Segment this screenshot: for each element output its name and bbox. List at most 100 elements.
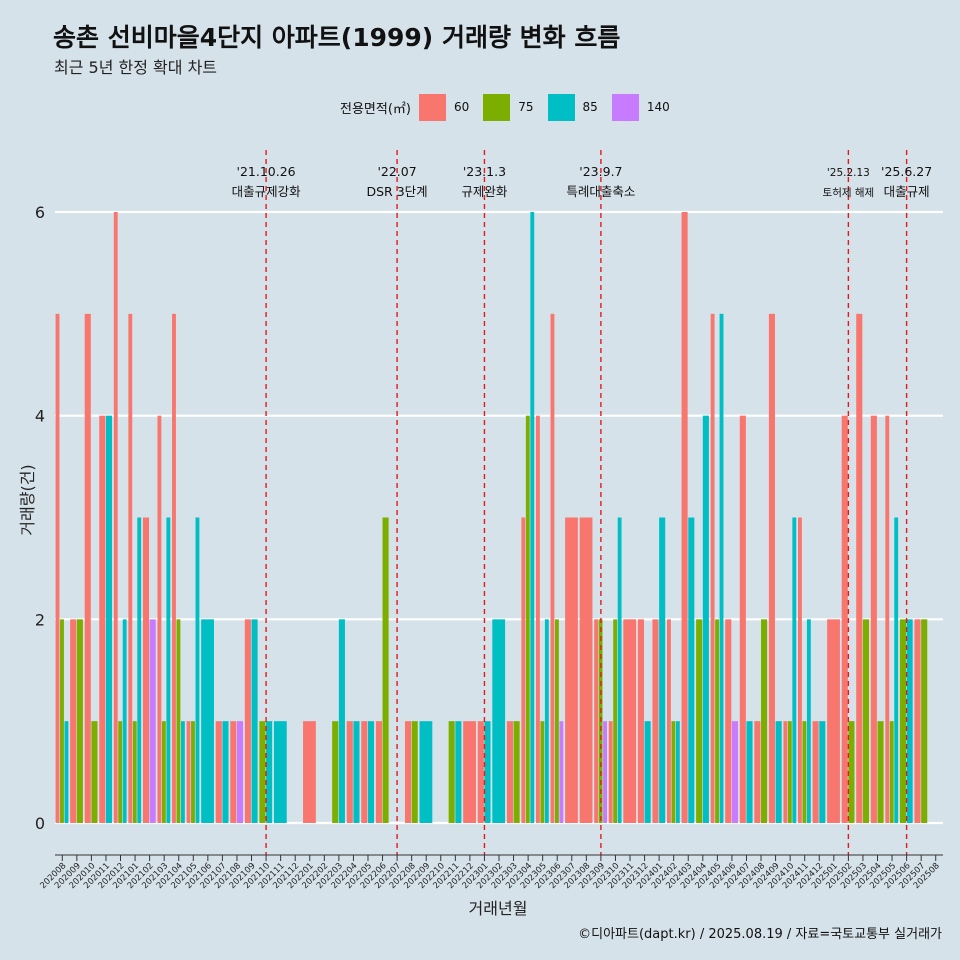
bar-202107-85 xyxy=(222,721,229,823)
bar-202502-60 xyxy=(841,415,848,823)
bar-202406-60 xyxy=(725,619,732,823)
bar-202204-85 xyxy=(353,721,360,823)
bar-202405-75 xyxy=(715,619,719,823)
bar-202505-60 xyxy=(885,415,890,823)
bar-202405-85 xyxy=(719,313,724,823)
legend-item-85: 85 xyxy=(547,93,598,121)
bar-202410-85 xyxy=(792,517,797,823)
y-tick-label: 0 xyxy=(35,814,45,833)
bar-202411-85 xyxy=(806,619,811,823)
bar-202102-140 xyxy=(149,619,156,823)
event-label: 토허제 해제 xyxy=(823,186,875,199)
event-date: '25.2.13 xyxy=(827,167,870,179)
bar-202009-75 xyxy=(76,619,83,823)
bar-202209-85 xyxy=(419,721,433,823)
event-label: 대출규제강화 xyxy=(232,184,302,199)
bar-202205-60 xyxy=(361,721,368,823)
bar-202402-75 xyxy=(671,721,676,823)
legend-item-75: 75 xyxy=(483,93,534,121)
bar-202410-60 xyxy=(783,721,788,823)
bar-202506-75 xyxy=(899,619,907,823)
bar-202303-75 xyxy=(513,721,520,823)
bar-202412-85 xyxy=(819,721,826,823)
bar-202301-60 xyxy=(477,721,484,823)
bar-202008-60 xyxy=(55,313,60,823)
bar-202507-75 xyxy=(921,619,928,823)
bar-202206-60 xyxy=(375,721,382,823)
bar-202501-60 xyxy=(827,619,840,823)
bar-202011-60 xyxy=(99,415,106,823)
bar-202104-75 xyxy=(176,619,181,823)
bar-202303-60 xyxy=(506,721,513,823)
bar-202504-60 xyxy=(870,415,877,823)
y-axis-label: 거래량(건) xyxy=(18,464,37,535)
bar-202412-60 xyxy=(812,721,819,823)
bar-202401-60 xyxy=(652,619,659,823)
bar-202108-140 xyxy=(236,721,244,823)
legend-label-75: 75 xyxy=(518,100,534,114)
bar-202101-60 xyxy=(128,313,133,823)
bar-202306-60 xyxy=(550,313,555,823)
bar-202110-85 xyxy=(266,721,273,823)
bar-202107-60 xyxy=(215,721,222,823)
bar-202310-75 xyxy=(613,619,618,823)
bar-202204-60 xyxy=(346,721,353,823)
legend-item-140: 140 xyxy=(611,93,670,121)
bar-202411-75 xyxy=(802,721,807,823)
x-axis-label: 거래년월 xyxy=(469,899,528,918)
bar-202109-60 xyxy=(244,619,251,823)
bar-202011-85 xyxy=(105,415,113,823)
event-label: 특례대출축소 xyxy=(566,184,635,199)
bar-202305-60 xyxy=(535,415,540,823)
bar-202012-75 xyxy=(118,721,123,823)
event-label: DSR 3단계 xyxy=(367,184,428,199)
bars xyxy=(55,212,928,823)
bar-202012-85 xyxy=(122,619,127,823)
bar-202105-75 xyxy=(191,721,195,823)
bar-202212-60 xyxy=(463,721,476,823)
bar-202203-75 xyxy=(332,721,339,823)
bar-202404-85 xyxy=(702,415,709,823)
bar-202503-75 xyxy=(862,619,870,823)
bar-202101-85 xyxy=(137,517,142,823)
bar-202211-75 xyxy=(448,721,455,823)
bar-202101-75 xyxy=(132,721,137,823)
x-axis: 2020082020092020102020112020122021012021… xyxy=(38,854,943,891)
bar-202105-60 xyxy=(186,721,191,823)
bar-202304-75 xyxy=(525,415,530,823)
bar-202506-85 xyxy=(906,619,913,823)
bar-202401-85 xyxy=(659,517,666,823)
bar-202103-85 xyxy=(166,517,171,823)
bar-202311-60 xyxy=(623,619,637,823)
event-label: 규제완화 xyxy=(461,184,508,199)
bar-202211-85 xyxy=(455,721,462,823)
bar-202111-85 xyxy=(273,721,287,823)
bar-202310-85 xyxy=(617,517,622,823)
bar-202305-85 xyxy=(544,619,549,823)
bar-202309-60 xyxy=(594,619,599,823)
bar-202203-85 xyxy=(338,619,345,823)
bar-202308-60 xyxy=(579,517,593,823)
bar-202410-75 xyxy=(787,721,792,823)
bar-202312-60 xyxy=(637,619,644,823)
bar-202103-75 xyxy=(161,721,166,823)
bar-202307-60 xyxy=(565,517,578,823)
bar-202502-75 xyxy=(848,721,855,823)
bar-202306-75 xyxy=(554,619,559,823)
bar-202206-75 xyxy=(382,517,389,823)
bar-202305-75 xyxy=(540,721,545,823)
bar-202012-60 xyxy=(113,212,118,823)
bar-202408-75 xyxy=(761,619,768,823)
chart-subtitle: 최근 5년 한정 확대 차트 xyxy=(54,58,218,77)
bar-202403-85 xyxy=(688,517,695,823)
bar-202404-75 xyxy=(696,619,703,823)
event-date: '25.6.27 xyxy=(881,164,932,179)
bar-202505-75 xyxy=(889,721,894,823)
bar-202010-60 xyxy=(84,313,91,823)
bar-202402-85 xyxy=(675,721,680,823)
chart-title: 송촌 선비마을4단지 아파트(1999) 거래량 변화 흐름 xyxy=(53,23,621,52)
bar-202201-60 xyxy=(303,721,316,823)
bar-202105-85 xyxy=(195,517,200,823)
bar-202008-85 xyxy=(64,721,69,823)
legend-swatch-85 xyxy=(547,93,575,121)
